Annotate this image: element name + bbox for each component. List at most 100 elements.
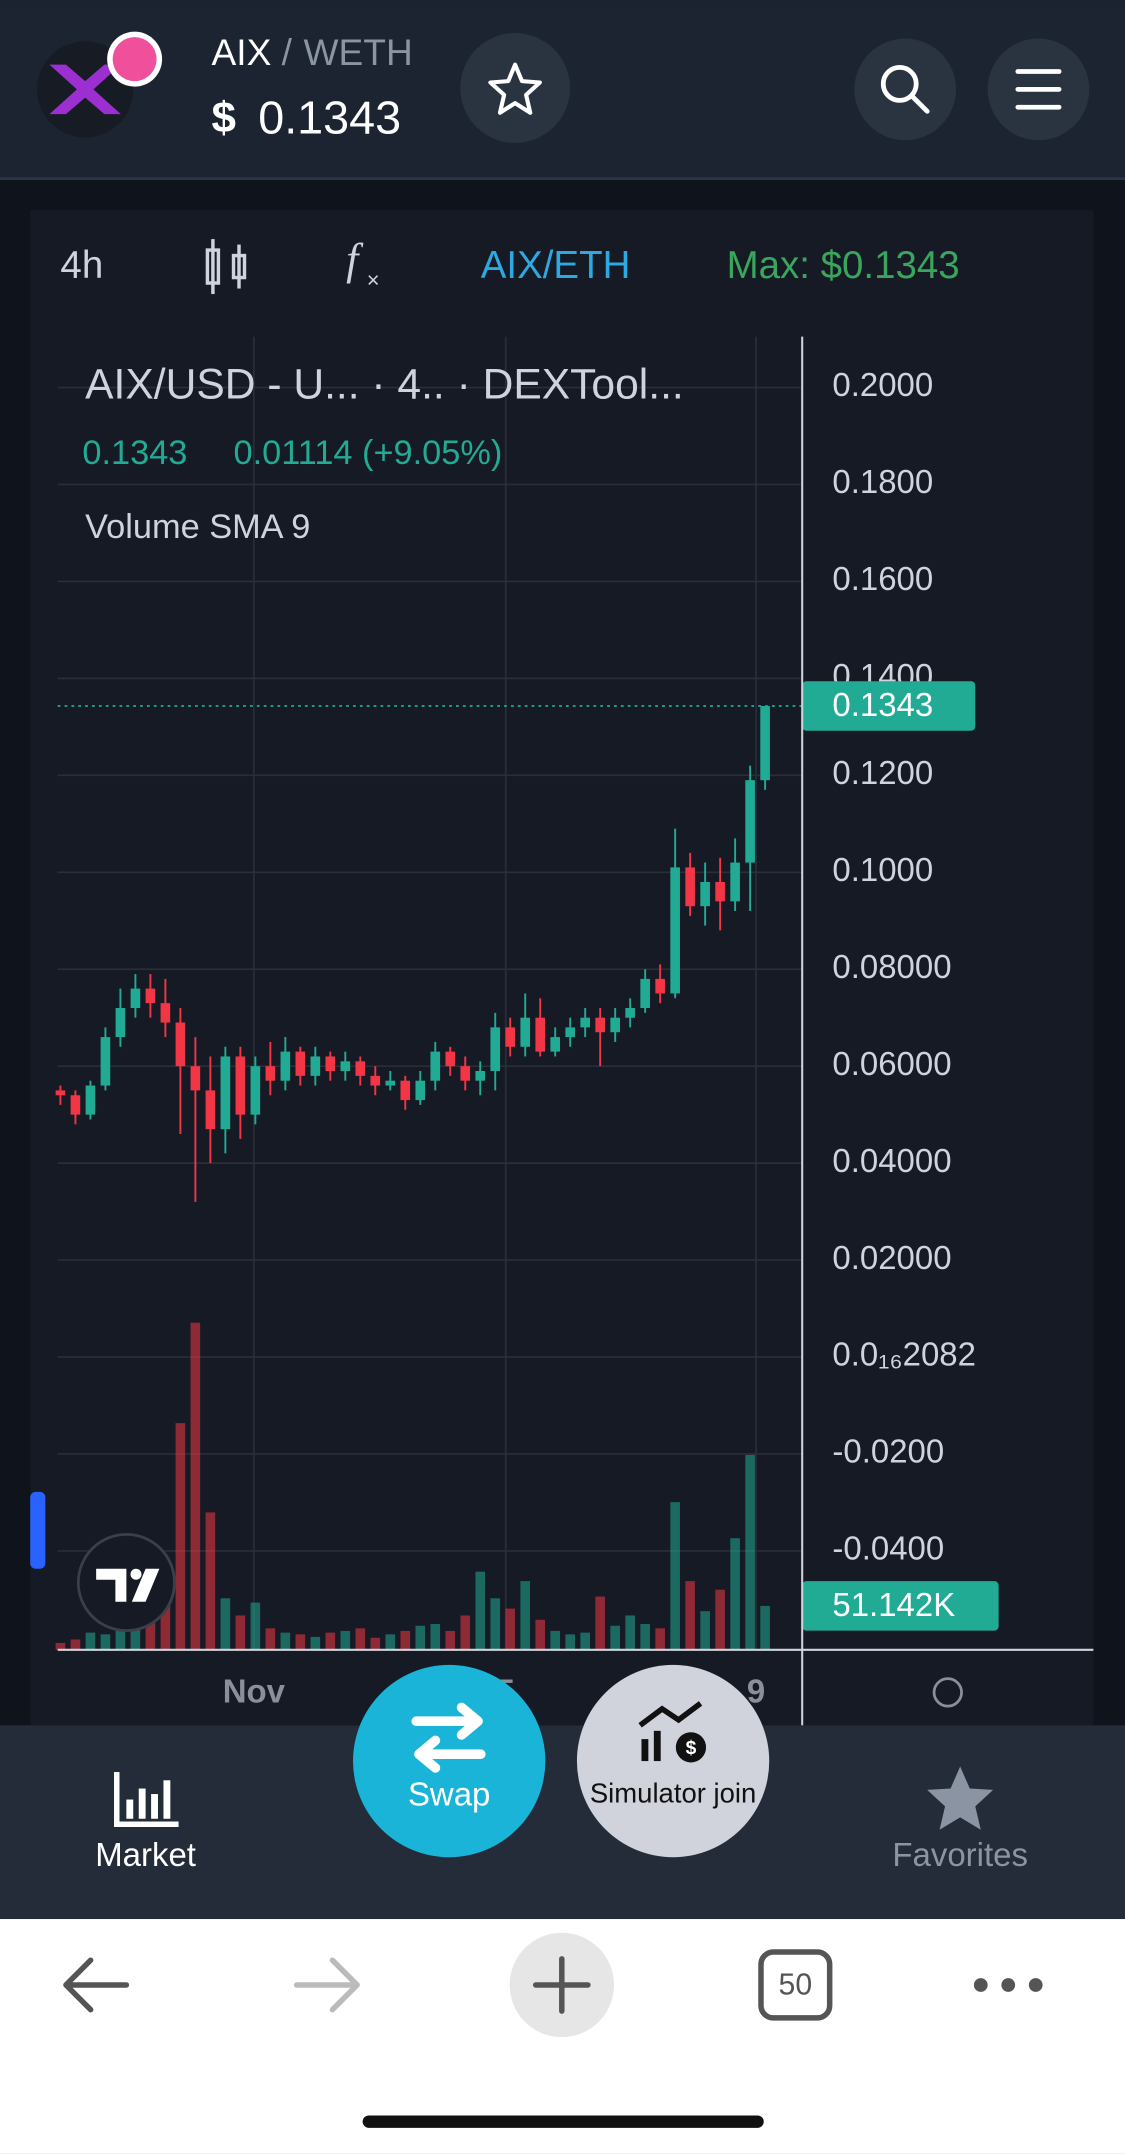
- price-currency: $: [212, 94, 236, 143]
- volume-bar: [400, 1630, 411, 1650]
- y-tick-label: 0.1200: [832, 754, 933, 791]
- search-button[interactable]: [854, 38, 957, 141]
- volume-bar: [55, 1642, 66, 1650]
- y-tick-label: 0.04000: [832, 1142, 951, 1179]
- volume-bar: [415, 1625, 426, 1650]
- y-tick-label: 0.1600: [832, 560, 933, 597]
- volume-bar: [325, 1632, 336, 1650]
- tradingview-mark: [96, 1568, 160, 1602]
- candle-body: [625, 1007, 635, 1018]
- nav-favorites[interactable]: Favorites: [892, 1836, 1028, 1873]
- volume-bar: [445, 1630, 456, 1650]
- volume-bar: [175, 1423, 186, 1650]
- candle-body: [295, 1051, 306, 1076]
- volume-bar: [715, 1589, 725, 1650]
- volume-bar: [160, 1598, 171, 1650]
- chart-legend-title: AIX/USD - U... · 4.. · DEXTool...: [85, 361, 684, 409]
- pair-toggle[interactable]: AIX/ETH: [481, 244, 631, 287]
- chart-type-icon[interactable]: [205, 239, 247, 295]
- plus-icon: [532, 1956, 591, 2014]
- favorites-icon[interactable]: [927, 1766, 994, 1830]
- candle-body: [190, 1066, 201, 1091]
- volume-bar: [580, 1632, 591, 1650]
- candle-body: [730, 862, 740, 902]
- volume-bar: [475, 1571, 486, 1650]
- candle-body: [70, 1095, 81, 1115]
- candle-body: [655, 978, 665, 994]
- quote-symbol: WETH: [304, 31, 413, 73]
- volume-bar: [655, 1628, 665, 1650]
- tabs-button[interactable]: [758, 1949, 833, 2021]
- swap-icon: [411, 1702, 486, 1773]
- settings-icon[interactable]: [932, 1677, 963, 1708]
- more-button[interactable]: [973, 1978, 1043, 1992]
- nav-swap[interactable]: Swap: [408, 1775, 490, 1812]
- pair-separator: /: [282, 31, 293, 73]
- volume-bar: [70, 1639, 81, 1650]
- candle-body: [400, 1080, 411, 1101]
- volume-bar: [370, 1637, 381, 1650]
- candle-body: [205, 1090, 216, 1130]
- back-button[interactable]: [63, 1957, 130, 2013]
- volume-bar: [760, 1605, 770, 1650]
- volume-bar: [670, 1502, 680, 1650]
- y-tick-label: 0.06000: [832, 1045, 951, 1082]
- candle-body: [430, 1051, 441, 1081]
- candle-body: [220, 1056, 231, 1130]
- volume-bar: [490, 1598, 501, 1650]
- candle-body: [505, 1027, 516, 1047]
- interval[interactable]: 4h: [60, 244, 103, 287]
- candle-body: [460, 1066, 471, 1081]
- y-tick-label: 0.1800: [832, 463, 933, 500]
- forward-button[interactable]: [293, 1957, 360, 2013]
- candle-body: [670, 867, 680, 994]
- volume-bar: [280, 1632, 291, 1650]
- volume-bar: [100, 1634, 111, 1650]
- volume-bar: [340, 1630, 351, 1650]
- market-icon[interactable]: [114, 1772, 179, 1827]
- simulator-button[interactable]: [576, 1664, 770, 1858]
- candle-body: [595, 1017, 605, 1033]
- candle-body: [580, 1017, 591, 1028]
- favorite-button[interactable]: [460, 33, 571, 143]
- volume-bar: [355, 1628, 366, 1650]
- candle-body: [685, 867, 695, 907]
- candle-body: [310, 1056, 321, 1076]
- last-volume-tag: [802, 1581, 999, 1631]
- volume-bar: [460, 1615, 471, 1650]
- candle-body: [640, 978, 650, 1008]
- y-tick-label: 0.08000: [832, 948, 951, 985]
- nav-simulator[interactable]: Simulator join: [590, 1778, 756, 1809]
- chart-panel: [30, 210, 1094, 1726]
- volume-bar: [505, 1608, 516, 1650]
- volume-bar: [700, 1611, 710, 1650]
- nav-market[interactable]: Market: [95, 1836, 196, 1873]
- volume-bar: [640, 1624, 650, 1650]
- volume-bar: [250, 1602, 261, 1650]
- candle-body: [415, 1080, 426, 1101]
- candle-body: [160, 1003, 171, 1023]
- candle-body: [100, 1037, 111, 1086]
- menu-icon: [1015, 69, 1062, 110]
- tab-count: 50: [779, 1968, 813, 2001]
- candle-body: [250, 1066, 261, 1115]
- legend-price: 0.1343: [82, 434, 187, 472]
- candle-body: [340, 1061, 351, 1072]
- volume-bar: [625, 1615, 635, 1650]
- last-price-tag: [802, 681, 976, 731]
- candle-body: [445, 1051, 456, 1067]
- swap-button[interactable]: [353, 1664, 546, 1858]
- candle-body: [520, 1017, 531, 1047]
- price: 0.1343: [258, 91, 401, 143]
- volume-bar: [310, 1636, 321, 1650]
- candle-body: [325, 1056, 336, 1072]
- candle-body: [385, 1080, 396, 1086]
- side-tab[interactable]: [30, 1491, 46, 1569]
- x-tick-label: 9: [747, 1672, 765, 1709]
- base-symbol: AIX: [212, 31, 272, 73]
- search-icon: [880, 64, 919, 103]
- tradingview-dot: [130, 1568, 142, 1580]
- volume-bar: [745, 1454, 755, 1650]
- candle-body: [115, 1007, 126, 1038]
